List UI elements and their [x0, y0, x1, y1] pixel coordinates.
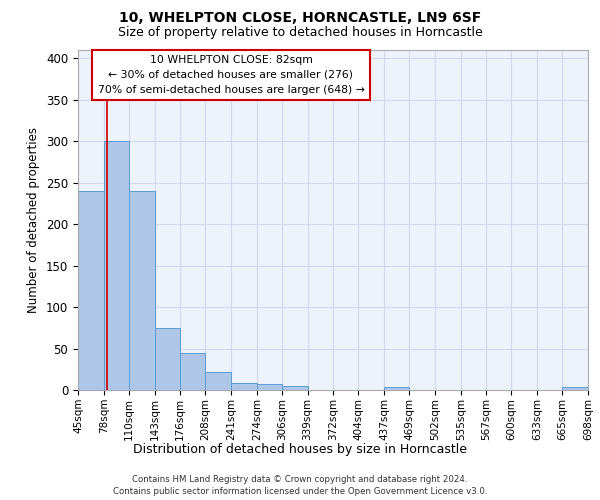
Text: 10 WHELPTON CLOSE: 82sqm
← 30% of detached houses are smaller (276)
70% of semi-: 10 WHELPTON CLOSE: 82sqm ← 30% of detach…: [98, 55, 364, 94]
Text: Size of property relative to detached houses in Horncastle: Size of property relative to detached ho…: [118, 26, 482, 39]
Bar: [282, 386, 308, 390]
Bar: [562, 386, 588, 390]
Bar: [231, 382, 257, 390]
Bar: [384, 386, 409, 390]
Bar: [205, 372, 231, 390]
Bar: [129, 191, 155, 390]
Bar: [78, 191, 104, 390]
Text: Distribution of detached houses by size in Horncastle: Distribution of detached houses by size …: [133, 442, 467, 456]
Bar: [155, 328, 181, 390]
Text: Contains HM Land Registry data © Crown copyright and database right 2024.
Contai: Contains HM Land Registry data © Crown c…: [113, 474, 487, 496]
Bar: [257, 384, 282, 390]
Y-axis label: Number of detached properties: Number of detached properties: [28, 127, 40, 313]
Bar: [181, 352, 205, 390]
Bar: [104, 141, 129, 390]
Text: 10, WHELPTON CLOSE, HORNCASTLE, LN9 6SF: 10, WHELPTON CLOSE, HORNCASTLE, LN9 6SF: [119, 11, 481, 25]
